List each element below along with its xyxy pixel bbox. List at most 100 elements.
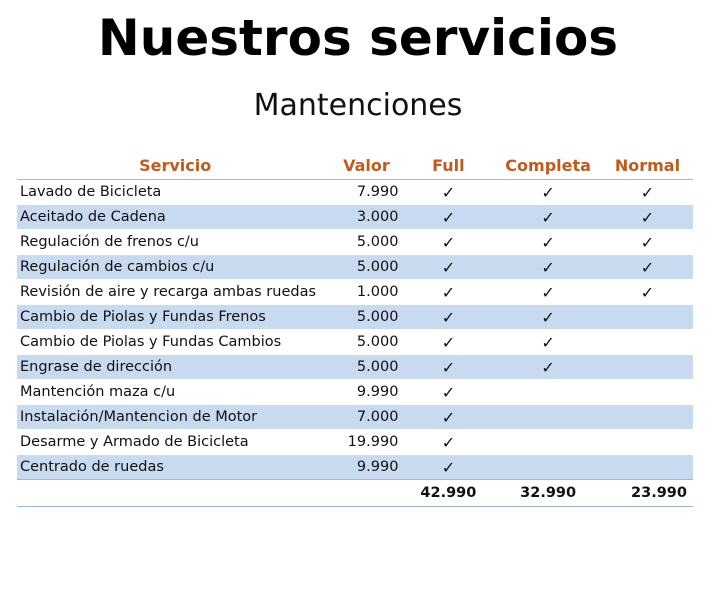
service-price: 5.000 [330,254,403,280]
table-row: Mantención maza c/u 9.990 ✓ [17,379,693,405]
check-icon: ✓ [640,257,655,277]
totals-valor-cell [330,479,403,507]
check-icon: ✓ [541,257,555,277]
completa-cell: ✓ [494,179,602,205]
service-name: Engrase de dirección [17,354,331,380]
full-cell: ✓ [402,379,495,405]
service-price: 9.990 [330,379,403,405]
check-icon: ✓ [541,357,555,377]
service-price: 7.990 [330,179,403,205]
check-icon: ✓ [441,332,456,352]
completa-cell [494,379,602,405]
check-icon: ✓ [441,307,456,327]
table-header-row: Servicio Valor Full Completa Normal [17,152,693,180]
check-icon: ✓ [441,207,456,227]
service-name: Desarme y Armado de Bicicleta [17,429,331,455]
service-price: 5.000 [330,329,403,355]
check-icon: ✓ [441,257,456,277]
header-servicio: Servicio [17,152,331,180]
check-icon: ✓ [541,182,555,202]
check-icon: ✓ [640,182,655,202]
full-cell: ✓ [402,279,495,305]
normal-cell [601,379,693,405]
table-row: Desarme y Armado de Bicicleta 19.990 ✓ [17,429,693,455]
service-name: Centrado de ruedas [17,454,331,480]
table-row: Cambio de Piolas y Fundas Cambios 5.000 ✓ ✓ [17,329,693,355]
table-row: Centrado de ruedas 9.990 ✓ [17,454,693,480]
service-price: 9.990 [330,454,403,480]
check-icon: ✓ [541,282,555,302]
full-cell: ✓ [402,329,495,355]
check-icon: ✓ [441,457,456,477]
table-row: Instalación/Mantencion de Motor 7.000 ✓ [17,404,693,430]
page-title: Nuestros servicios [97,9,619,67]
check-icon: ✓ [441,382,456,402]
completa-cell: ✓ [494,254,602,280]
normal-cell [601,354,693,380]
totals-label-cell [17,479,331,507]
completa-cell: ✓ [494,329,602,355]
service-name: Revisión de aire y recarga ambas ruedas [17,279,331,305]
service-name: Lavado de Bicicleta [17,179,331,205]
check-icon: ✓ [441,182,456,202]
completa-cell: ✓ [494,229,602,255]
header-valor: Valor [330,152,403,180]
completa-cell [494,404,602,430]
full-cell: ✓ [402,304,495,330]
service-price: 19.990 [330,429,403,455]
table-row: Regulación de cambios c/u 5.000 ✓ ✓ ✓ [17,254,693,280]
normal-cell: ✓ [601,229,693,255]
service-name: Regulación de cambios c/u [17,254,331,280]
page-subtitle: Mantenciones [253,88,463,123]
normal-cell [601,329,693,355]
completa-cell: ✓ [494,304,602,330]
completa-cell [494,429,602,455]
header-normal: Normal [601,152,693,180]
check-icon: ✓ [441,407,456,427]
full-cell: ✓ [402,354,495,380]
full-cell: ✓ [402,204,495,230]
full-cell: ✓ [402,404,495,430]
total-completa: 32.990 [494,479,602,507]
full-cell: ✓ [402,454,495,480]
normal-cell [601,304,693,330]
check-icon: ✓ [640,282,655,302]
table-row: Cambio de Piolas y Fundas Frenos 5.000 ✓ ✓ [17,304,693,330]
service-name: Cambio de Piolas y Fundas Frenos [17,304,331,330]
normal-cell [601,404,693,430]
total-normal: 23.990 [601,479,693,507]
check-icon: ✓ [441,282,456,302]
service-name: Aceitado de Cadena [17,204,331,230]
normal-cell [601,429,693,455]
service-name: Regulación de frenos c/u [17,229,331,255]
header-completa: Completa [494,152,602,180]
normal-cell: ✓ [601,279,693,305]
full-cell: ✓ [402,179,495,205]
header-full: Full [402,152,495,180]
completa-cell: ✓ [494,279,602,305]
total-full: 42.990 [402,479,495,507]
full-cell: ✓ [402,429,495,455]
check-icon: ✓ [441,232,456,252]
table-row: Lavado de Bicicleta 7.990 ✓ ✓ ✓ [17,179,693,205]
service-price: 5.000 [330,304,403,330]
check-icon: ✓ [640,232,655,252]
check-icon: ✓ [441,357,456,377]
totals-row: 42.990 32.990 23.990 [17,479,693,507]
service-name: Mantención maza c/u [17,379,331,405]
table-row: Regulación de frenos c/u 5.000 ✓ ✓ ✓ [17,229,693,255]
table-row: Aceitado de Cadena 3.000 ✓ ✓ ✓ [17,204,693,230]
service-price: 1.000 [330,279,403,305]
completa-cell [494,454,602,480]
service-name: Instalación/Mantencion de Motor [17,404,331,430]
service-price: 7.000 [330,404,403,430]
check-icon: ✓ [541,232,555,252]
table-row: Engrase de dirección 5.000 ✓ ✓ [17,354,693,380]
full-cell: ✓ [402,229,495,255]
service-price: 5.000 [330,354,403,380]
table-row: Revisión de aire y recarga ambas ruedas 1… [17,279,693,305]
normal-cell: ✓ [601,179,693,205]
check-icon: ✓ [541,307,555,327]
service-name: Cambio de Piolas y Fundas Cambios [17,329,331,355]
full-cell: ✓ [402,254,495,280]
